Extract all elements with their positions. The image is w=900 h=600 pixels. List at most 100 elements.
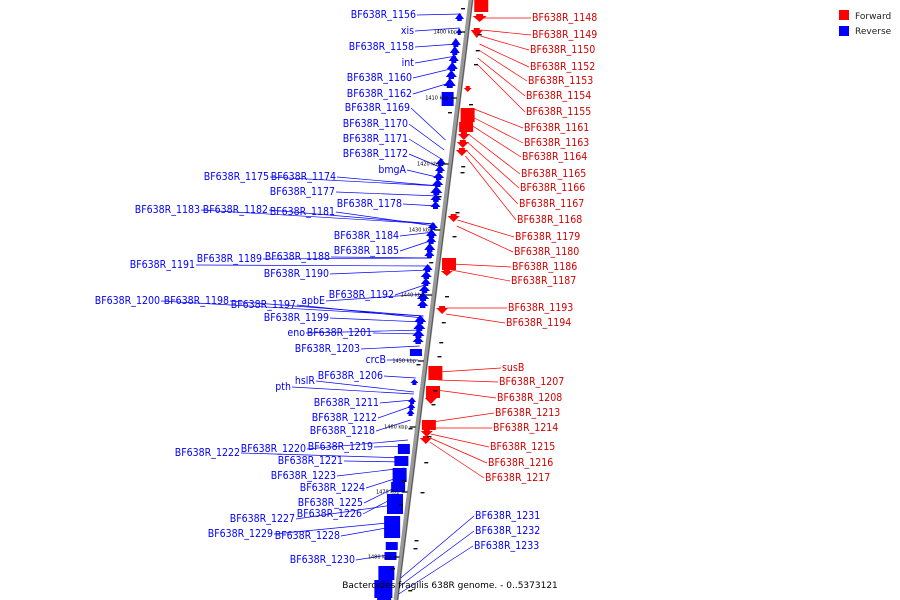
gene-label-bf638r-1201: BF638R_1201 <box>307 327 372 339</box>
reverse-gene-arrow <box>443 78 456 86</box>
scale-ticks: 1400 kbp 1410 kbp 1420 kbp 1430 kbp 1440 kbp… <box>368 30 465 561</box>
reverse-gene-stem <box>423 284 429 286</box>
forward-label-connector <box>480 35 530 51</box>
minor-feature-dash <box>391 568 395 570</box>
minor-feature-dash <box>452 236 457 238</box>
reverse-gene-stem <box>409 408 414 410</box>
forward-gene-block <box>442 258 456 270</box>
reverse-label-connector <box>398 545 474 595</box>
gene-features <box>374 0 489 600</box>
forward-label-connector <box>436 389 497 399</box>
forward-gene-arrow <box>424 398 437 404</box>
forward-gene-block <box>460 108 475 122</box>
gene-label-bf638r-1192: BF638R_1192 <box>329 289 394 301</box>
reverse-gene-stem <box>417 322 424 324</box>
reverse-gene-arrow <box>433 172 445 178</box>
reverse-label-connector <box>295 503 401 520</box>
legend: Forward Reverse <box>839 10 892 37</box>
gene-label-bf638r-1218: BF638R_1218 <box>310 425 375 437</box>
reverse-gene-block <box>387 494 403 514</box>
gene-label-bf638r-1189: BF638R_1189 <box>197 253 262 265</box>
legend-swatch-reverse <box>839 26 849 36</box>
gene-label-bf638r-1222: BF638R_1222 <box>175 447 240 459</box>
gene-label-bf638r-1227: BF638R_1227 <box>230 513 295 525</box>
minor-feature-dash <box>437 196 442 198</box>
forward-gene-arrow <box>447 216 460 222</box>
reverse-gene-block <box>384 516 401 538</box>
forward-label-connector <box>456 225 514 253</box>
gene-label-hslr: hslR <box>295 375 316 387</box>
forward-label-connector <box>451 269 511 282</box>
gene-label-bf638r-1197: BF638R_1197 <box>231 299 296 311</box>
gene-label-bf638r-1161: BF638R_1161 <box>524 122 589 134</box>
forward-label-connector <box>469 123 522 158</box>
minor-feature-dash <box>431 404 436 406</box>
reverse-gene-arrow <box>435 165 445 171</box>
gene-label-bf638r-1160: BF638R_1160 <box>347 72 412 84</box>
reverse-gene-stem <box>423 277 429 279</box>
reverse-gene-arrow <box>446 62 458 69</box>
reverse-gene-stem <box>449 69 456 71</box>
reverse-label-connector <box>416 13 462 16</box>
reverse-label-connector <box>383 375 416 379</box>
reverse-label-connector <box>408 123 445 151</box>
forward-label-connector <box>468 133 521 175</box>
reverse-gene-arrow <box>455 13 464 19</box>
reverse-gene-block <box>441 92 454 106</box>
gene-label-bf638r-1150: BF638R_1150 <box>530 44 595 56</box>
scale-tick-label: 1450 kbp <box>392 359 416 365</box>
forward-label-connector <box>470 115 524 144</box>
gene-label-bf638r-1233: BF638R_1233 <box>474 540 539 552</box>
reverse-label-connector <box>325 293 427 302</box>
reverse-gene-stem <box>428 242 434 244</box>
reverse-label-connector <box>262 257 431 260</box>
reverse-gene-arrow <box>407 403 416 408</box>
scale-tick-label: 1400 kbp <box>433 30 457 36</box>
reverse-label-connector <box>414 43 458 48</box>
reverse-gene-arrow <box>406 409 415 414</box>
reverse-gene-stem <box>426 256 432 258</box>
gene-label-bf638r-1217: BF638R_1217 <box>485 472 550 484</box>
gene-label-bf638r-1221: BF638R_1221 <box>278 455 343 467</box>
gene-label-bf638r-1181: BF638R_1181 <box>270 206 335 218</box>
forward-gene-block <box>421 420 436 430</box>
scale-tick-label: 1470 kbp <box>376 490 400 496</box>
gene-label-bf638r-1170: BF638R_1170 <box>343 118 408 130</box>
forward-gene-arrow <box>463 88 472 92</box>
minor-feature-dash <box>461 8 465 10</box>
gene-label-bf638r-1198: BF638R_1198 <box>164 295 229 307</box>
reverse-gene-block <box>397 444 410 454</box>
reverse-label-connector <box>408 138 444 161</box>
gene-label-bf638r-1193: BF638R_1193 <box>508 302 573 314</box>
minor-feature-dash <box>437 356 442 358</box>
reverse-gene-arrow <box>412 336 424 342</box>
scale-tick-label: 1460 kbp <box>384 425 408 431</box>
minor-feature-dash <box>475 50 480 52</box>
forward-gene-arrow <box>440 271 453 276</box>
reverse-label-connector <box>379 399 414 404</box>
gene-label-bf638r-1180: BF638R_1180 <box>514 246 579 258</box>
gene-label-bf638r-1225: BF638R_1225 <box>298 497 363 509</box>
forward-gene-stem <box>458 148 465 150</box>
legend-label-reverse: Reverse <box>855 27 892 37</box>
reverse-gene-arrow <box>426 236 437 242</box>
reverse-label-connector <box>377 405 413 419</box>
gene-label-bf638r-1211: BF638R_1211 <box>314 397 379 409</box>
gene-label-bf638r-1216: BF638R_1216 <box>488 457 553 469</box>
forward-gene-stem <box>443 269 450 271</box>
reverse-gene-arrow <box>448 54 459 61</box>
reverse-label-connector <box>412 67 455 79</box>
reverse-gene-arrow <box>424 250 435 256</box>
reverse-label-connector <box>399 530 475 587</box>
reverse-gene-stem <box>438 164 444 166</box>
forward-label-connector <box>479 43 530 68</box>
legend-label-forward: Forward <box>855 12 891 22</box>
reverse-gene-stem <box>453 45 459 47</box>
minor-feature-dash <box>477 34 482 36</box>
reverse-gene-arrow <box>413 322 426 329</box>
minor-feature-dash <box>427 436 432 438</box>
reverse-gene-stem <box>435 178 442 180</box>
reverse-label-connector <box>269 176 440 187</box>
minor-feature-dash <box>455 212 460 214</box>
